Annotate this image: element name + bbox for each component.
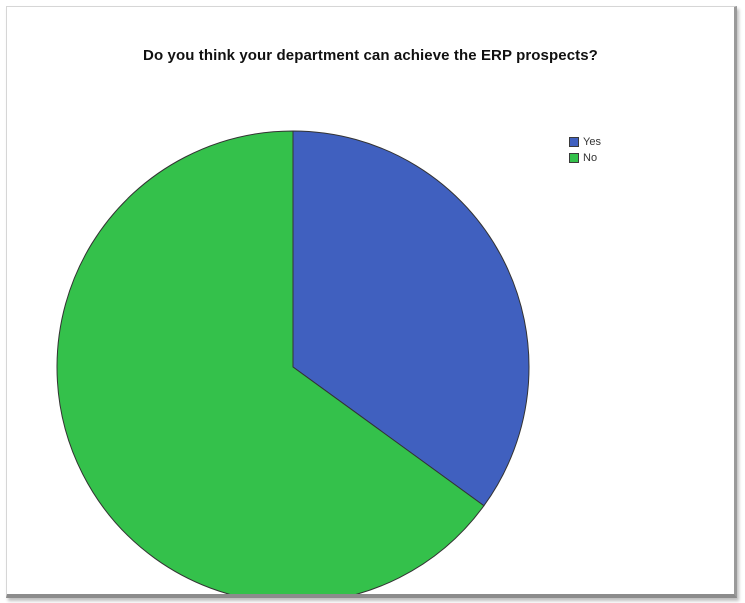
legend-swatch: [569, 137, 579, 147]
pie-slice-yes: [292, 130, 530, 507]
legend-swatch: [569, 153, 579, 163]
legend-label: No: [583, 152, 598, 164]
chart-frame: Do you think your department can achieve…: [6, 6, 737, 598]
chart-title: Do you think your department can achieve…: [143, 47, 598, 64]
pie-chart: [56, 130, 530, 594]
legend-item-yes: Yes: [569, 135, 601, 149]
legend-label: Yes: [583, 136, 601, 148]
legend-item-no: No: [569, 151, 601, 165]
pie-slice-no: [56, 130, 485, 594]
chart-legend: Yes No: [569, 135, 601, 167]
